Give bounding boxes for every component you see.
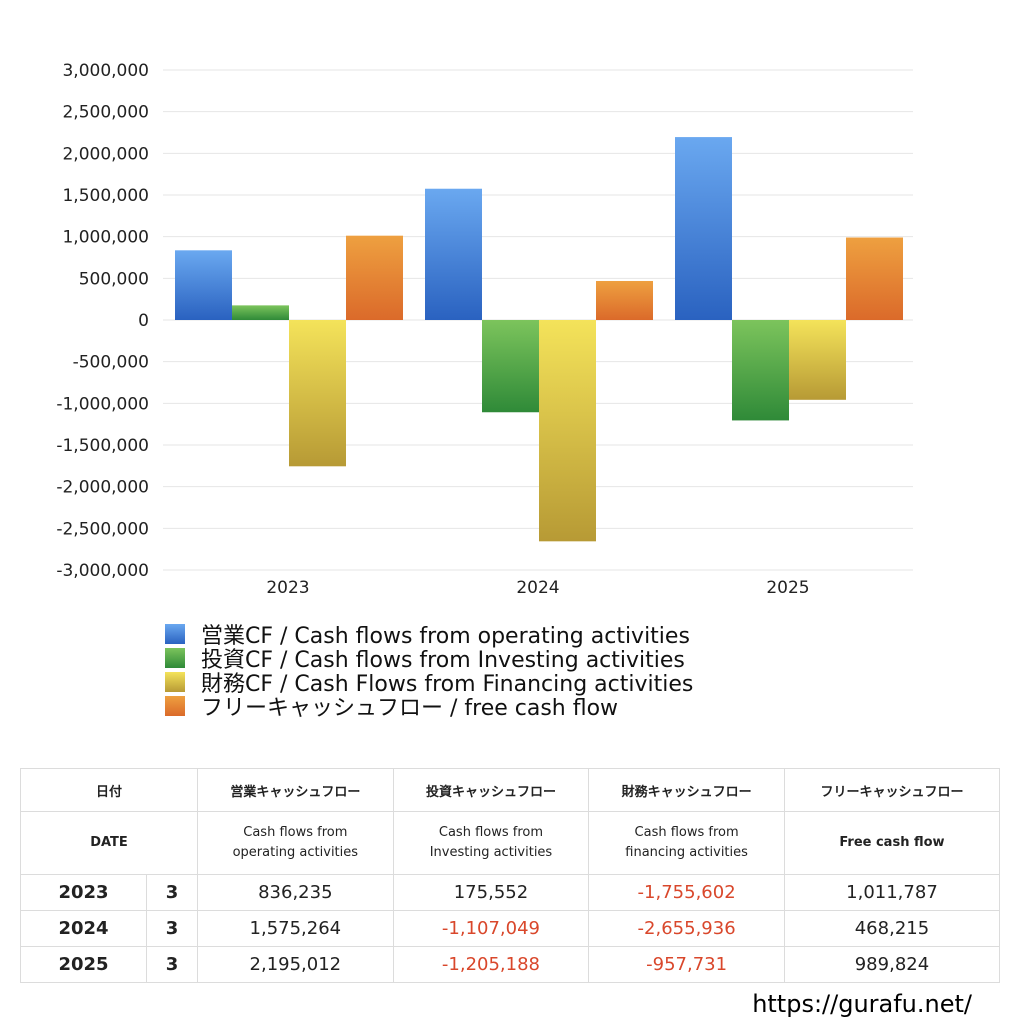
legend-item-investing: 投資CF / Cash flows from Investing activit… bbox=[165, 646, 693, 673]
cash-flow-bar-chart: 3,000,000 2,500,000 2,000,000 1,500,000 1,00… bbox=[56, 61, 913, 598]
chart-legend: 営業CF / Cash flows from operating activit… bbox=[165, 622, 693, 721]
cell-operating: 836,235 bbox=[197, 874, 394, 911]
header-financing-en-line1: Cash flows from bbox=[634, 825, 739, 840]
cell-free: 989,824 bbox=[783, 946, 1001, 983]
header-financing-ja: 財務キャッシュフロー bbox=[588, 768, 785, 812]
table-header-ja-row: 日付 営業キャッシュフロー 投資キャッシュフロー 財務キャッシュフロー フリーキ… bbox=[20, 768, 1001, 812]
y-tick-label: 2,000,000 bbox=[62, 144, 149, 164]
y-tick-label: -1,500,000 bbox=[56, 436, 149, 456]
legend-swatch-financing bbox=[165, 672, 185, 692]
y-tick-label: -1,000,000 bbox=[56, 394, 149, 414]
y-tick-label: 3,000,000 bbox=[62, 61, 149, 81]
header-free-ja: フリーキャッシュフロー bbox=[783, 768, 1001, 812]
site-url[interactable]: https://gurafu.net/ bbox=[752, 990, 972, 1018]
cell-financing: -2,655,936 bbox=[588, 910, 785, 947]
bar-2025-series-0 bbox=[675, 137, 732, 320]
header-operating-en-line2: operating activities bbox=[232, 845, 359, 860]
cash-flow-table: 日付 営業キャッシュフロー 投資キャッシュフロー 財務キャッシュフロー フリーキ… bbox=[20, 768, 1001, 983]
legend-swatch-operating bbox=[165, 624, 185, 644]
cell-operating: 1,575,264 bbox=[197, 910, 394, 947]
cell-operating: 2,195,012 bbox=[197, 946, 394, 983]
cell-free: 1,011,787 bbox=[783, 874, 1001, 911]
header-operating-en: Cash flows from operating activities bbox=[197, 811, 394, 875]
legend-label-operating: 営業CF / Cash flows from operating activit… bbox=[201, 624, 690, 649]
table-row: 2023 3 836,235 175,552 -1,755,602 1,011,… bbox=[20, 874, 1001, 911]
y-axis-tick-labels: 3,000,000 2,500,000 2,000,000 1,500,000 1,00… bbox=[56, 61, 149, 581]
header-investing-en-line2: Investing activities bbox=[429, 845, 553, 860]
header-investing-ja: 投資キャッシュフロー bbox=[392, 768, 590, 812]
bar-2024-series-3 bbox=[596, 280, 653, 320]
header-operating-ja: 営業キャッシュフロー bbox=[197, 768, 394, 812]
cell-financing: -1,755,602 bbox=[588, 874, 785, 911]
y-tick-label: 500,000 bbox=[79, 269, 149, 289]
y-tick-label: -500,000 bbox=[73, 353, 149, 373]
row-year: 2023 bbox=[20, 874, 147, 911]
x-tick-label: 2024 bbox=[516, 578, 559, 598]
header-financing-en: Cash flows from financing activities bbox=[588, 811, 785, 875]
legend-label-investing: 投資CF / Cash flows from Investing activit… bbox=[201, 648, 685, 673]
y-tick-label: -2,000,000 bbox=[56, 478, 149, 498]
header-financing-en-line2: financing activities bbox=[625, 845, 748, 860]
x-axis-tick-labels: 2023 2024 2025 bbox=[266, 578, 809, 598]
cell-investing: -1,205,188 bbox=[392, 946, 590, 983]
legend-item-operating: 営業CF / Cash flows from operating activit… bbox=[165, 622, 693, 649]
legend-item-financing: 財務CF / Cash Flows from Financing activit… bbox=[165, 670, 693, 697]
row-month: 3 bbox=[146, 946, 198, 983]
y-tick-label: 1,000,000 bbox=[62, 228, 149, 248]
cell-free: 468,215 bbox=[783, 910, 1001, 947]
bar-2023-series-2 bbox=[289, 320, 346, 467]
header-date-en: DATE bbox=[20, 811, 198, 875]
bar-2024-series-2 bbox=[539, 320, 596, 542]
row-month: 3 bbox=[146, 910, 198, 947]
legend-swatch-free bbox=[165, 696, 185, 716]
table-header-en-row: DATE Cash flows from operating activitie… bbox=[20, 811, 1001, 875]
row-month: 3 bbox=[146, 874, 198, 911]
header-investing-en: Cash flows from Investing activities bbox=[392, 811, 590, 875]
y-tick-label: 1,500,000 bbox=[62, 186, 149, 206]
y-tick-label: -3,000,000 bbox=[56, 561, 149, 581]
legend-label-financing: 財務CF / Cash Flows from Financing activit… bbox=[201, 672, 694, 697]
legend-label-free: フリーキャッシュフロー / free cash flow bbox=[201, 696, 619, 721]
y-tick-label: 2,500,000 bbox=[62, 103, 149, 123]
y-tick-label: -2,500,000 bbox=[56, 519, 149, 539]
legend-item-free: フリーキャッシュフロー / free cash flow bbox=[165, 694, 693, 721]
bar-2025-series-2 bbox=[789, 320, 846, 400]
table-row: 2025 3 2,195,012 -1,205,188 -957,731 989… bbox=[20, 946, 1001, 983]
row-year: 2024 bbox=[20, 910, 147, 947]
bar-2025-series-3 bbox=[846, 237, 903, 320]
bar-2023-series-0 bbox=[175, 250, 232, 320]
row-year: 2025 bbox=[20, 946, 147, 983]
bars bbox=[175, 137, 903, 542]
bar-2025-series-1 bbox=[732, 320, 789, 421]
header-investing-en-line1: Cash flows from bbox=[438, 825, 544, 840]
x-tick-label: 2023 bbox=[266, 578, 309, 598]
bar-2024-series-0 bbox=[425, 188, 482, 320]
y-tick-label: 0 bbox=[138, 311, 149, 331]
cell-financing: -957,731 bbox=[588, 946, 785, 983]
legend-swatch-investing bbox=[165, 648, 185, 668]
header-operating-en-line1: Cash flows from bbox=[243, 825, 348, 840]
x-tick-label: 2025 bbox=[766, 578, 809, 598]
cell-investing: 175,552 bbox=[392, 874, 590, 911]
bar-2023-series-3 bbox=[346, 235, 403, 320]
header-free-en: Free cash flow bbox=[783, 811, 1001, 875]
table-row: 2024 3 1,575,264 -1,107,049 -2,655,936 4… bbox=[20, 910, 1001, 947]
bar-2024-series-1 bbox=[482, 320, 539, 413]
grid-lines bbox=[163, 69, 913, 571]
bar-2023-series-1 bbox=[232, 305, 289, 320]
header-date-ja: 日付 bbox=[20, 768, 198, 812]
cell-investing: -1,107,049 bbox=[392, 910, 590, 947]
